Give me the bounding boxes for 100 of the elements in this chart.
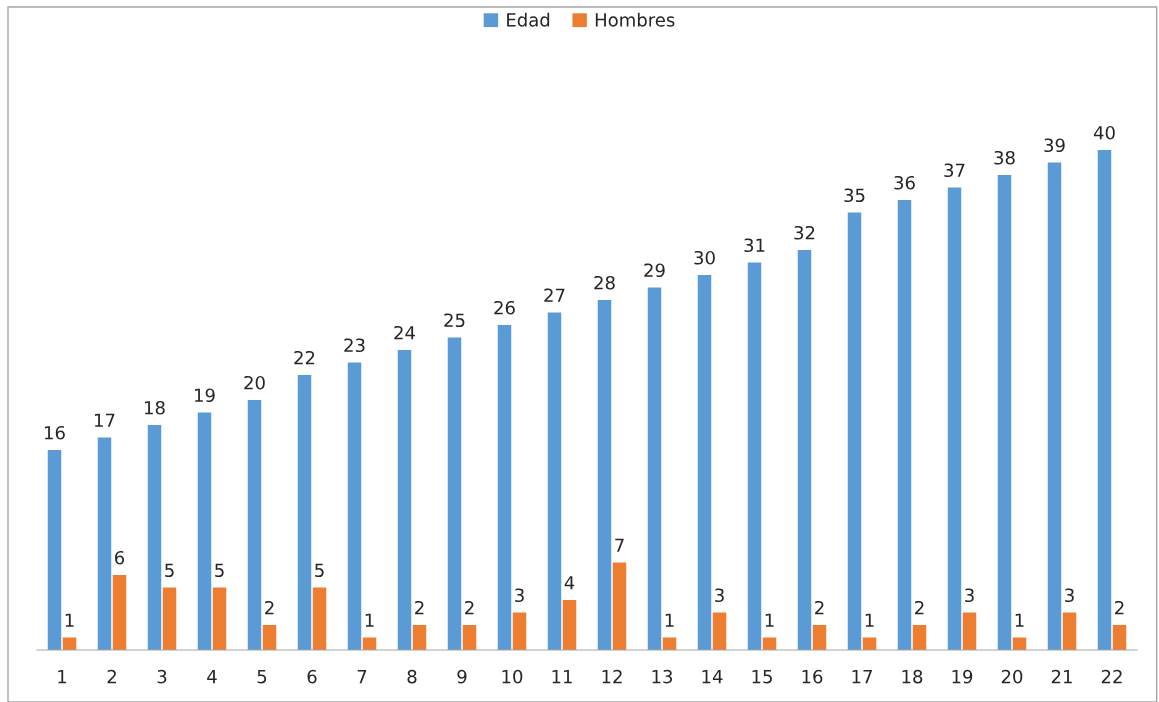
- data-label: 35: [844, 188, 865, 203]
- bar: [147, 425, 162, 650]
- bar: [1062, 612, 1077, 650]
- bar: [697, 275, 712, 650]
- data-label: 27: [544, 288, 565, 302]
- bar: [412, 625, 427, 650]
- x-tick-label: 6: [307, 669, 317, 684]
- bar: [1112, 625, 1127, 650]
- data-label: 1: [765, 613, 774, 627]
- data-label: 6: [115, 550, 125, 565]
- bar: [797, 250, 812, 650]
- bar: [947, 187, 962, 650]
- bar: [747, 262, 762, 650]
- data-label: 1: [65, 613, 74, 627]
- data-label: 3: [965, 588, 974, 603]
- data-label: 30: [694, 250, 715, 265]
- bar: [262, 625, 277, 650]
- bar: [812, 625, 827, 650]
- bar: [847, 212, 862, 650]
- bar: [312, 587, 327, 650]
- data-label: 24: [394, 325, 415, 340]
- data-label: 1: [1015, 613, 1024, 627]
- bar: [547, 312, 562, 650]
- data-label: 5: [215, 563, 224, 578]
- x-tick-label: 9: [457, 669, 467, 684]
- bar: [112, 575, 127, 650]
- data-label: 3: [515, 588, 524, 603]
- bar: [212, 587, 227, 650]
- x-tick-label: 7: [357, 670, 367, 684]
- data-label: 37: [944, 163, 965, 178]
- data-label: 2: [265, 600, 274, 615]
- data-label: 7: [615, 538, 624, 552]
- x-tick-label: 21: [1051, 669, 1072, 684]
- legend-label: Hombres: [595, 12, 675, 27]
- x-tick-label: 10: [502, 669, 523, 684]
- x-tick-label: 17: [852, 670, 872, 684]
- x-tick-label: 14: [702, 670, 723, 684]
- x-tick-label: 2: [107, 669, 116, 684]
- bar: [497, 325, 512, 650]
- x-tick-label: 1: [58, 670, 67, 684]
- bar: [297, 375, 312, 650]
- bar: [347, 362, 362, 650]
- x-tick-label: 20: [1001, 669, 1023, 684]
- x-tick-label: 15: [752, 670, 772, 684]
- x-tick-label: 22: [1101, 669, 1122, 684]
- data-label: 32: [794, 225, 815, 240]
- data-label: 40: [1093, 125, 1115, 140]
- data-label: 2: [465, 600, 474, 615]
- bar: [397, 350, 412, 650]
- bar: [612, 562, 627, 650]
- x-tick-label: 4: [207, 670, 217, 684]
- x-tick-label: 8: [407, 669, 417, 684]
- data-label: 36: [894, 175, 915, 190]
- data-label: 18: [145, 400, 165, 415]
- data-label: 38: [994, 150, 1015, 165]
- data-label: 20: [244, 375, 265, 390]
- data-label: 25: [444, 313, 465, 328]
- data-label: 5: [165, 563, 174, 578]
- bar: [897, 200, 912, 650]
- bar: [47, 450, 62, 650]
- data-label: 5: [315, 563, 324, 578]
- x-tick-label: 16: [802, 669, 823, 684]
- data-label: 2: [815, 600, 824, 615]
- x-tick-label: 18: [902, 669, 923, 684]
- data-label: 28: [594, 275, 615, 290]
- bar: [97, 437, 112, 650]
- bar: [447, 337, 462, 650]
- data-label: 23: [344, 338, 365, 353]
- data-label: 22: [294, 350, 315, 365]
- data-label: 1: [665, 613, 674, 627]
- data-label: 2: [415, 600, 424, 615]
- bar: [562, 600, 577, 650]
- legend-label: Edad: [507, 12, 550, 27]
- bar: [1047, 162, 1062, 650]
- data-label: 17: [95, 413, 115, 427]
- x-tick-label: 3: [157, 669, 167, 684]
- bar: [997, 175, 1012, 650]
- data-label: 3: [715, 588, 724, 603]
- data-label: 3: [1065, 588, 1074, 603]
- bar: [162, 587, 177, 650]
- bar: [462, 625, 477, 650]
- data-label: 29: [644, 263, 665, 278]
- bar: [1097, 150, 1112, 650]
- bar: [597, 300, 612, 650]
- x-tick-label: 5: [257, 670, 267, 684]
- bar: [197, 412, 212, 650]
- data-label: 2: [1115, 600, 1124, 615]
- data-label: 26: [494, 300, 515, 315]
- bar: [512, 612, 527, 650]
- data-label: 1: [865, 613, 874, 627]
- data-label: 31: [744, 238, 765, 253]
- data-label: 1: [365, 613, 374, 627]
- x-tick-label: 13: [652, 669, 673, 684]
- x-tick-label: 11: [552, 670, 572, 684]
- bar: [647, 287, 662, 650]
- bar: [962, 612, 977, 650]
- data-label: 39: [1044, 138, 1065, 153]
- data-label: 19: [195, 388, 215, 403]
- bar: [247, 400, 262, 650]
- data-label: 16: [45, 425, 65, 440]
